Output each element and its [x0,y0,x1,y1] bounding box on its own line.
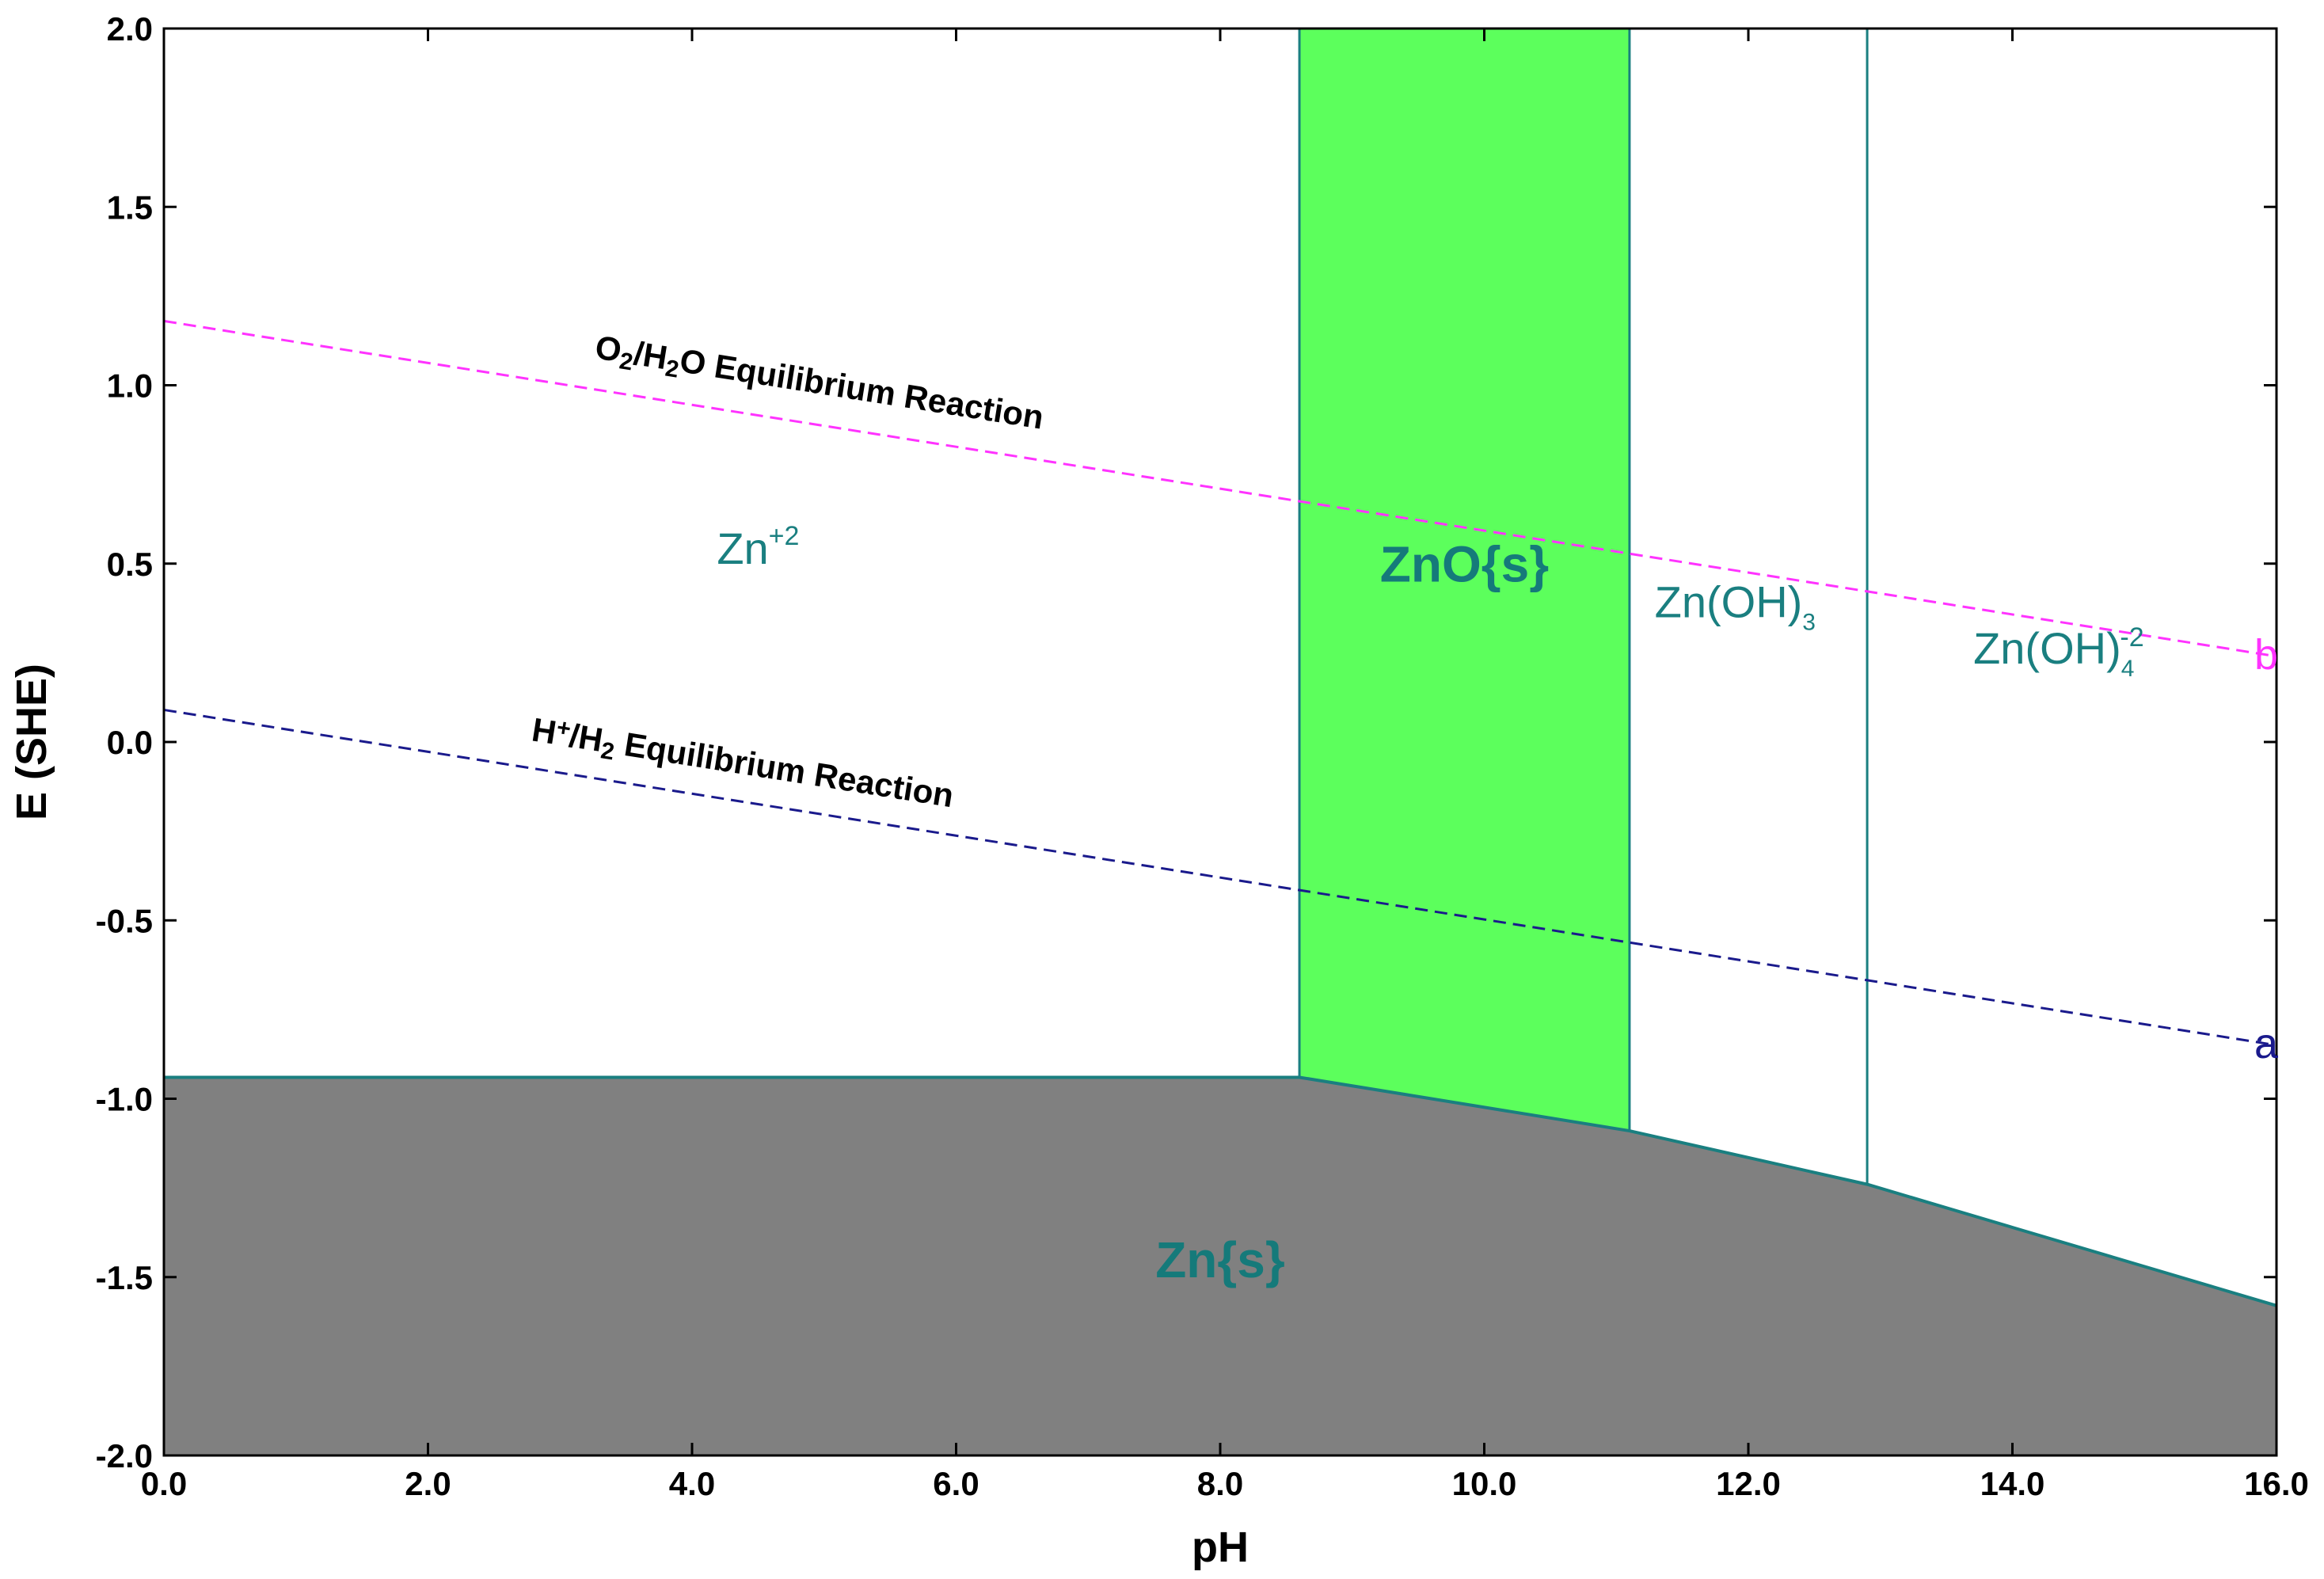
region-label-3: Zn(OH)4-2 [1973,622,2144,682]
y-tick-label: -0.5 [96,902,153,939]
x-tick-label: 12.0 [1716,1465,1781,1502]
zn-solid-region [164,1077,2276,1455]
y-tick-label: 1.0 [107,367,153,405]
x-tick-label: 2.0 [405,1465,451,1502]
equilibrium-line-o2 [163,319,2277,658]
line-end-label-a: a [2254,1020,2279,1067]
line-end-label-b: b [2254,631,2278,679]
region-label-0: Zn+2 [717,521,799,573]
x-tick-label: 4.0 [669,1465,715,1502]
y-tick-label: 0.0 [107,724,153,761]
y-tick-label: 2.0 [107,10,153,48]
x-tick-label: 6.0 [933,1465,979,1502]
region-label-4: Zn{s} [1155,1231,1285,1288]
y-tick-label: -1.5 [96,1259,153,1296]
x-tick-label: 16.0 [2244,1465,2309,1502]
x-axis-title: pH [1192,1524,1249,1571]
axes: 0.0 2.0 4.0 6.0 8.0 10.0 12.0 14.0 16.0 2.0 1.5 1.0… [8,10,2309,1571]
y-tick-label: -1.0 [96,1081,153,1118]
y-axis-title: E (SHE) [8,664,55,820]
y-tick-label: 1.5 [107,188,153,226]
plot-area [163,29,2277,1455]
x-tick-label: 14.0 [1980,1465,2045,1502]
y-tick-label: -2.0 [96,1437,153,1474]
region-label-2: Zn(OH)3 [1655,576,1816,635]
region-label-1: ZnO{s} [1380,535,1549,592]
x-tick-label: 10.0 [1452,1465,1517,1502]
equilibrium-line-h2 [163,708,2277,1047]
x-tick-label: 8.0 [1197,1465,1243,1502]
y-tick-label: 0.5 [107,546,153,583]
x-tick-label: 0.0 [141,1465,187,1502]
zno-solid-region [1299,29,1630,1132]
